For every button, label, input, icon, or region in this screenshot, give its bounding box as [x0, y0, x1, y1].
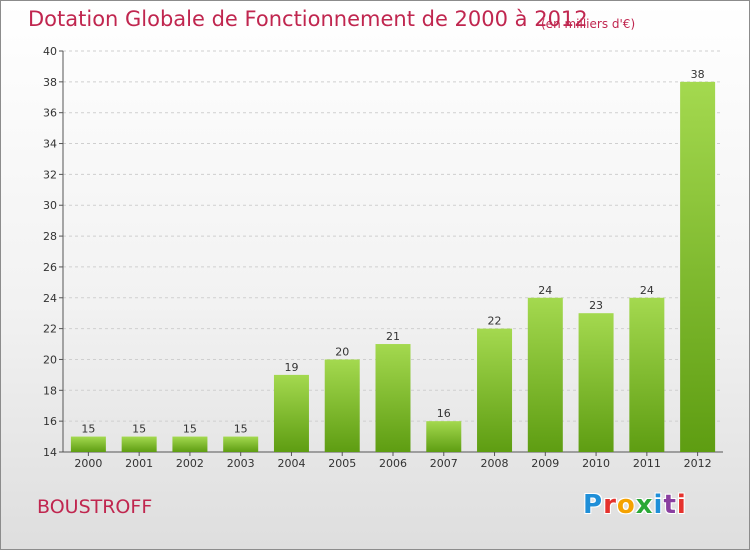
x-tick-label: 2001 [125, 457, 153, 470]
logo-letter: P [583, 490, 604, 520]
y-tick-label: 26 [43, 261, 57, 274]
y-tick-label: 24 [43, 292, 57, 305]
x-tick-label: 2009 [531, 457, 559, 470]
logo-letter: x [635, 490, 654, 520]
x-tick-label: 2011 [633, 457, 661, 470]
bar-2004 [273, 374, 309, 452]
logo-letter: i [653, 490, 664, 520]
y-tick-label: 22 [43, 323, 57, 336]
data-label: 20 [335, 345, 349, 358]
bar-2009 [527, 297, 563, 452]
chart-title: Dotation Globale de Fonctionnement de 20… [28, 7, 588, 31]
x-tick-label: 2003 [227, 457, 255, 470]
data-label: 15 [132, 423, 146, 436]
y-tick-label: 34 [43, 138, 57, 151]
x-tick-label: 2000 [74, 457, 102, 470]
data-label: 23 [589, 299, 603, 312]
bar-2010 [578, 313, 614, 452]
logo-letter: r [603, 490, 617, 520]
y-tick-label: 30 [43, 199, 57, 212]
x-tick-label: 2004 [277, 457, 305, 470]
y-tick-label: 40 [43, 45, 57, 58]
logo-letter: i [676, 490, 687, 520]
data-label: 24 [640, 284, 654, 297]
data-label: 38 [691, 68, 705, 81]
data-label: 15 [183, 423, 197, 436]
x-tick-label: 2008 [481, 457, 509, 470]
x-tick-label: 2012 [684, 457, 712, 470]
bar-2000 [70, 436, 106, 452]
data-label: 15 [234, 423, 248, 436]
place-name: BOUSTROFF [37, 496, 153, 518]
bar-2003 [223, 436, 259, 452]
y-tick-label: 20 [43, 353, 57, 366]
x-tick-label: 2007 [430, 457, 458, 470]
data-label: 16 [437, 407, 451, 420]
data-label: 21 [386, 330, 400, 343]
y-tick-label: 32 [43, 168, 57, 181]
bar-2012 [680, 81, 716, 452]
y-tick-label: 38 [43, 76, 57, 89]
logo-letter: t [663, 490, 677, 520]
bar-2006 [375, 344, 411, 452]
bar-2007 [426, 421, 462, 452]
data-label: 24 [538, 284, 552, 297]
bar-2001 [121, 436, 157, 452]
bar-2002 [172, 436, 208, 452]
proxiti-logo[interactable]: Proxiti [583, 490, 687, 520]
x-tick-label: 2010 [582, 457, 610, 470]
x-tick-label: 2006 [379, 457, 407, 470]
bar-2008 [477, 328, 513, 452]
data-label: 19 [284, 361, 298, 374]
logo-letter: o [616, 490, 636, 520]
x-tick-label: 2005 [328, 457, 356, 470]
bar-2005 [324, 359, 360, 452]
y-tick-label: 14 [43, 446, 57, 459]
y-tick-label: 28 [43, 230, 57, 243]
data-label: 22 [488, 315, 502, 328]
y-tick-label: 18 [43, 384, 57, 397]
bar-2011 [629, 297, 665, 452]
y-tick-label: 16 [43, 415, 57, 428]
x-tick-label: 2002 [176, 457, 204, 470]
chart-subtitle: (en milliers d'€) [541, 17, 636, 31]
y-tick-label: 36 [43, 107, 57, 120]
data-label: 15 [81, 423, 95, 436]
